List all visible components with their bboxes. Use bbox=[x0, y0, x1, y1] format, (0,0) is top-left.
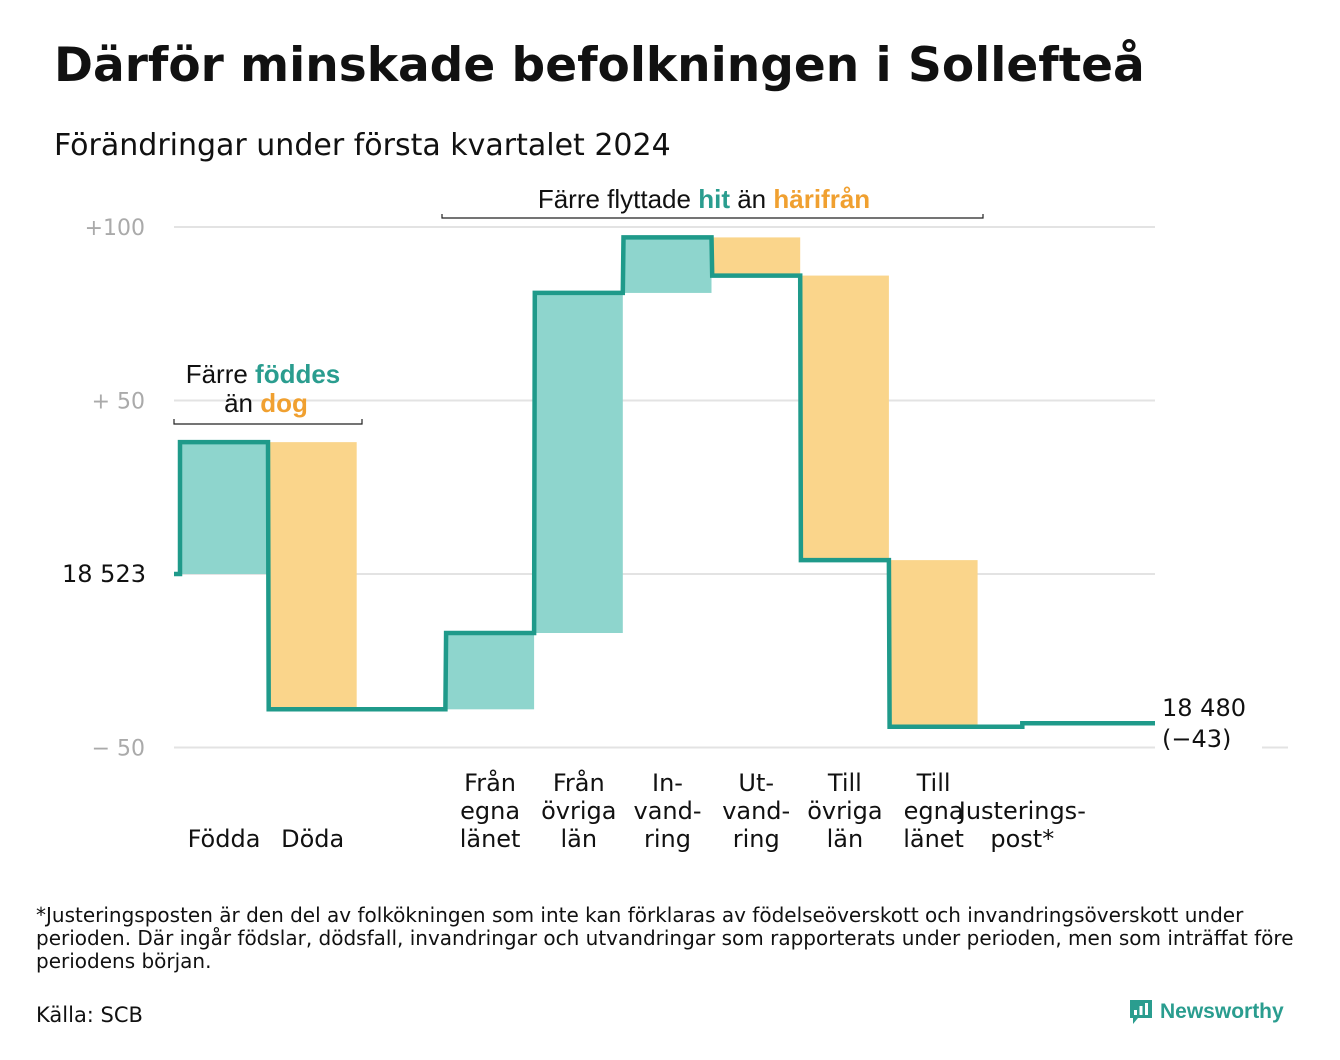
category-label-births: Födda bbox=[188, 825, 261, 853]
footnote: *Justeringsposten är den del av folkökni… bbox=[36, 903, 1294, 973]
category-label-deaths: Döda bbox=[281, 825, 344, 853]
category-label-emigration: Ut- bbox=[738, 769, 774, 797]
bar-emigration bbox=[712, 237, 801, 276]
category-label-immigration: ring bbox=[644, 825, 691, 853]
bar-to-other-counties bbox=[800, 275, 889, 561]
category-label-adjustment: post* bbox=[990, 825, 1054, 853]
chart-subtitle: Förändringar under första kvartalet 2024 bbox=[54, 128, 671, 163]
y-tick-label: + 50 bbox=[92, 390, 145, 415]
bar-immigration bbox=[623, 237, 712, 293]
brand-logo: Newsworthy bbox=[1128, 998, 1284, 1026]
category-label-from-own-county: egna bbox=[460, 797, 520, 825]
brand-name: Newsworthy bbox=[1160, 1000, 1284, 1023]
bar-to-own-county bbox=[889, 560, 978, 727]
category-label-from-other-counties: Från bbox=[553, 768, 605, 797]
bar-from-own-county bbox=[446, 632, 535, 710]
running-total-line bbox=[174, 235, 1155, 729]
category-label-to-own-county: länet bbox=[903, 825, 964, 853]
source-note: Källa: SCB bbox=[36, 1003, 143, 1027]
category-label-to-other-counties: län bbox=[827, 825, 864, 853]
end-change-label: (−43) bbox=[1162, 725, 1231, 753]
category-label-emigration: ring bbox=[733, 825, 780, 853]
category-label-immigration: vand- bbox=[633, 797, 701, 825]
category-label-to-other-counties: övriga bbox=[807, 797, 882, 825]
bar-births bbox=[180, 442, 268, 574]
category-label-to-own-county: egna bbox=[904, 797, 964, 825]
category-label-to-other-counties: Till bbox=[827, 769, 862, 797]
y-tick-label: − 50 bbox=[92, 737, 145, 762]
annotation-births-deaths-line1: Färre föddes bbox=[186, 359, 341, 389]
category-label-from-own-county: länet bbox=[460, 825, 521, 853]
y-tick-label: +100 bbox=[85, 216, 145, 241]
category-label-immigration: In- bbox=[652, 769, 683, 797]
bar-deaths bbox=[268, 442, 357, 710]
bar-from-other-counties bbox=[534, 292, 623, 633]
chart-title: Därför minskade befolkningen i Sollefteå bbox=[54, 38, 1145, 93]
annotation-births-deaths-line2: än dog bbox=[224, 388, 308, 418]
category-label-from-other-counties: län bbox=[561, 825, 598, 853]
running-total bbox=[174, 235, 1155, 729]
end-value-label: 18 480 bbox=[1162, 694, 1246, 722]
category-label-to-own-county: Till bbox=[916, 769, 951, 797]
bracket-migration bbox=[441, 214, 984, 219]
category-label-from-other-counties: övriga bbox=[541, 797, 616, 825]
annotation-migration: Färre flyttade hit än härifrån bbox=[538, 184, 870, 214]
category-label-adjustment: Justerings- bbox=[957, 797, 1086, 825]
start-value-label: 18 523 bbox=[62, 560, 146, 588]
category-label-from-own-county: Från bbox=[464, 768, 516, 797]
category-label-emigration: vand- bbox=[722, 797, 790, 825]
newsworthy-logo-icon bbox=[1130, 1000, 1152, 1024]
bars bbox=[180, 237, 978, 727]
bracket-births-deaths bbox=[173, 419, 363, 425]
